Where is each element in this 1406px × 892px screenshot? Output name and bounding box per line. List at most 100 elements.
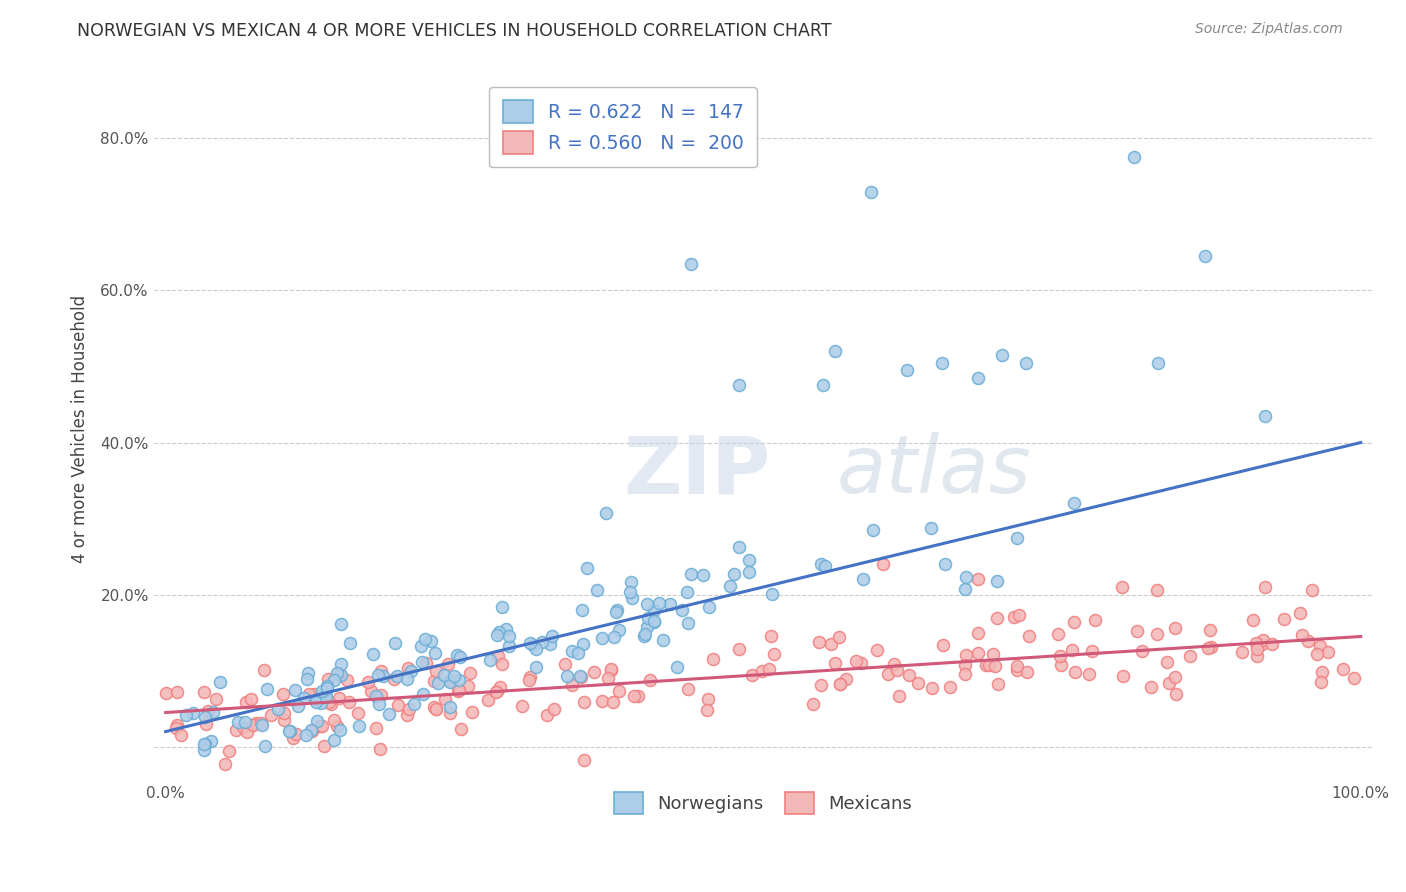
Point (411, 639, 433, 653)
Point (370, 742, 392, 756)
Point (266, 701, 288, 715)
Point (329, 723, 352, 738)
Point (872, 558, 894, 572)
Point (433, 692, 456, 706)
Point (193, 685, 215, 699)
Point (1272, 612, 1295, 626)
Text: NORWEGIAN VS MEXICAN 4 OR MORE VEHICLES IN HOUSEHOLD CORRELATION CHART: NORWEGIAN VS MEXICAN 4 OR MORE VEHICLES … (77, 22, 832, 40)
Point (449, 683, 471, 698)
Point (439, 700, 461, 714)
Point (967, 573, 990, 587)
Point (644, 614, 666, 628)
Point (977, 657, 1000, 672)
Point (643, 603, 665, 617)
Point (849, 656, 872, 670)
Point (728, 641, 751, 656)
Point (336, 673, 359, 688)
Point (907, 676, 929, 690)
Point (437, 657, 460, 671)
Point (181, 706, 204, 721)
Point (233, 714, 256, 729)
Point (763, 647, 786, 661)
Point (1126, 624, 1149, 638)
Point (364, 689, 387, 703)
Point (446, 648, 468, 663)
Point (311, 684, 333, 698)
Point (235, 694, 257, 708)
Point (197, 704, 219, 718)
Point (991, 348, 1014, 362)
Point (955, 648, 977, 662)
Point (606, 603, 628, 617)
Point (1305, 647, 1327, 661)
Point (953, 658, 976, 673)
Point (636, 620, 658, 634)
Point (967, 646, 990, 660)
Point (311, 719, 333, 733)
Point (283, 731, 305, 745)
Point (315, 690, 337, 704)
Point (250, 715, 273, 730)
Point (322, 733, 344, 747)
Point (619, 585, 641, 599)
Point (585, 582, 607, 597)
Point (315, 681, 337, 696)
Point (543, 702, 565, 716)
Point (319, 698, 342, 712)
Point (273, 706, 295, 721)
Point (627, 689, 650, 703)
Point (595, 506, 617, 520)
Point (1146, 356, 1168, 370)
Point (1077, 667, 1099, 681)
Point (651, 633, 673, 648)
Point (214, 756, 236, 771)
Point (194, 738, 217, 752)
Point (318, 672, 340, 686)
Point (1046, 627, 1069, 641)
Point (395, 673, 418, 687)
Point (425, 702, 447, 716)
Point (596, 672, 619, 686)
Point (155, 686, 177, 700)
Point (427, 676, 450, 690)
Point (287, 699, 309, 714)
Point (967, 371, 990, 385)
Point (165, 722, 187, 736)
Point (637, 611, 659, 625)
Point (228, 715, 250, 730)
Point (458, 665, 481, 680)
Point (1018, 629, 1040, 643)
Point (575, 561, 598, 575)
Point (315, 683, 337, 698)
Point (921, 681, 943, 696)
Point (953, 582, 976, 597)
Point (486, 628, 509, 642)
Point (1343, 671, 1365, 685)
Point (828, 677, 851, 691)
Point (814, 558, 837, 573)
Point (609, 623, 631, 637)
Point (620, 591, 643, 606)
Point (236, 725, 259, 739)
Point (658, 597, 681, 611)
Point (378, 706, 401, 721)
Point (728, 540, 751, 554)
Point (634, 627, 657, 641)
Point (1241, 613, 1264, 627)
Point (678, 616, 700, 631)
Point (984, 658, 1007, 673)
Point (193, 737, 215, 751)
Point (170, 728, 193, 742)
Point (934, 557, 956, 571)
Point (1199, 640, 1222, 654)
Point (1309, 674, 1331, 689)
Point (1084, 613, 1107, 627)
Point (367, 668, 389, 682)
Point (308, 719, 330, 733)
Point (1005, 531, 1028, 545)
Point (1063, 615, 1085, 629)
Point (1291, 628, 1313, 642)
Point (638, 673, 661, 688)
Point (423, 646, 446, 660)
Point (1005, 663, 1028, 677)
